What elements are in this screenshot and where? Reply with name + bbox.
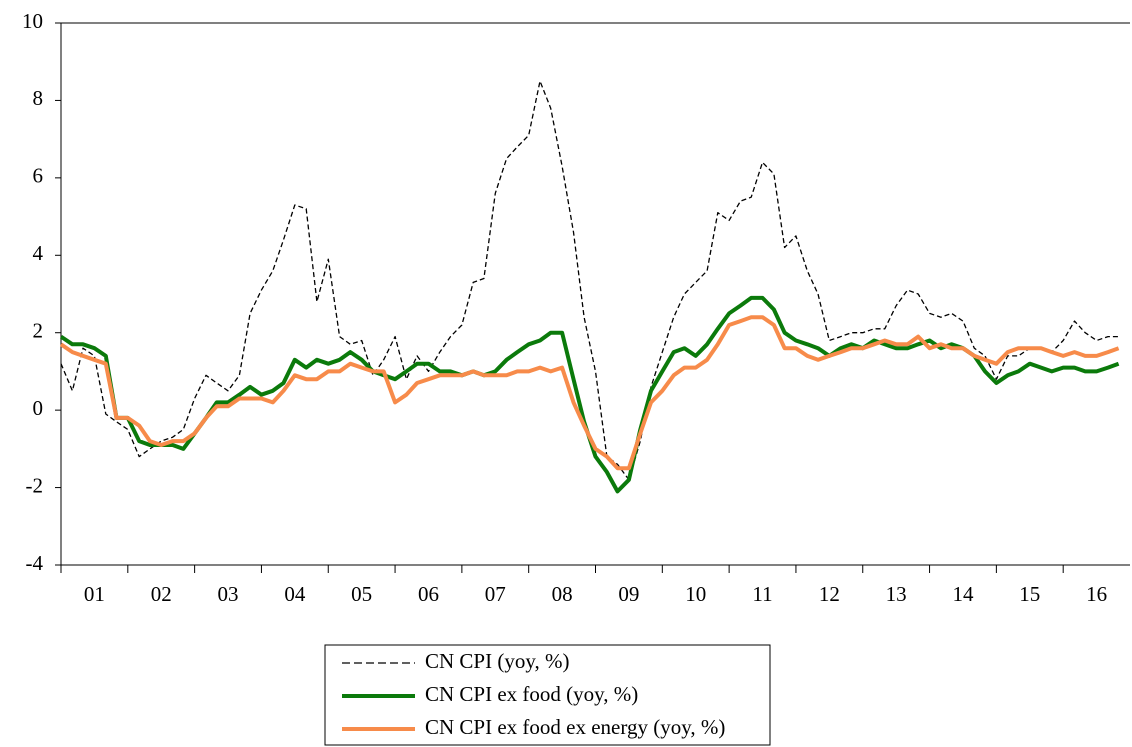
x-tick-label: 09 [618,582,639,606]
x-tick-label: 03 [218,582,239,606]
line-series [59,315,1120,471]
x-tick-label: 16 [1086,582,1107,606]
y-tick-label: 4 [33,241,44,265]
x-tick-label: 13 [886,582,907,606]
x-tick-label: 01 [84,582,105,606]
legend-label: CN CPI ex food (yoy, %) [425,682,638,706]
legend-box [324,644,771,746]
x-tick-label: 07 [485,582,506,606]
line-series [60,80,1119,481]
x-tick-label: 12 [819,582,840,606]
y-tick-label: 10 [22,9,43,33]
x-tick-label: 11 [752,582,772,606]
y-tick-label: -2 [26,473,44,497]
x-tick-label: 02 [151,582,172,606]
x-tick-label: 10 [685,582,706,606]
y-tick-label: 0 [33,396,44,420]
y-tick-label: -4 [26,551,44,575]
y-tick-label: 8 [33,86,44,110]
x-tick-label: 14 [952,582,974,606]
y-tick-label: 2 [33,319,44,343]
y-tick-label: 6 [33,164,44,188]
legend-label: CN CPI (yoy, %) [425,649,569,673]
x-tick-label: 04 [284,582,306,606]
line-series [59,295,1120,494]
x-tick-label: 08 [552,582,573,606]
x-tick-label: 05 [351,582,372,606]
x-tick-label: 15 [1019,582,1040,606]
legend-label: CN CPI ex food ex energy (yoy, %) [425,715,725,739]
x-tick-label: 06 [418,582,439,606]
